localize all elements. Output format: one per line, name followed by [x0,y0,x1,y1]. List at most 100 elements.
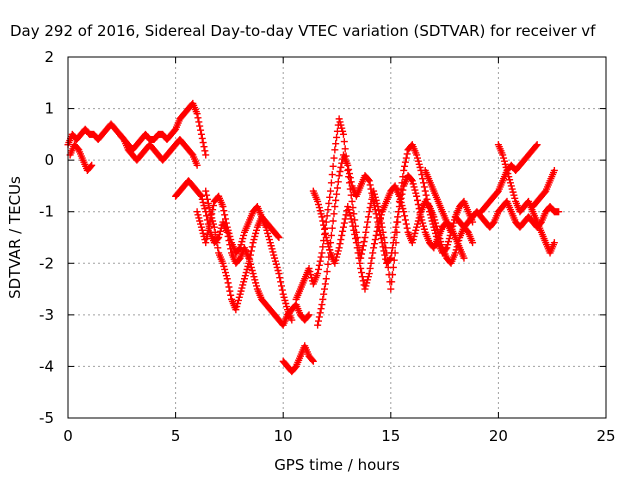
data-point-marker [202,187,210,195]
data-point-marker [550,239,558,247]
data-point-marker [266,239,274,247]
data-point-marker [354,249,362,257]
data-point-marker [411,186,419,194]
data-point-marker [451,249,459,257]
x-tick-label: 20 [489,427,508,445]
data-point-marker [432,222,440,230]
data-point-marker [221,211,229,219]
data-point-marker [533,141,541,149]
data-point-marker [247,247,255,255]
data-point-marker [234,296,242,304]
data-point-marker [208,214,216,222]
data-point-marker [361,234,369,241]
data-point-marker [317,253,325,261]
data-point-marker [198,134,206,142]
data-point-marker [205,222,213,230]
data-point-marker [415,160,423,168]
data-point-marker [511,194,519,202]
data-point-marker [316,207,324,215]
data-point-marker [205,204,213,212]
data-point-marker [339,227,347,235]
data-point-marker [333,250,341,258]
data-point-marker [198,226,206,234]
series-10 [309,182,477,293]
data-point-marker [222,219,230,227]
data-point-marker [235,245,243,253]
data-point-marker [422,191,430,199]
data-point-marker [344,203,352,211]
data-point-marker [506,176,514,184]
data-point-marker [244,262,252,270]
data-point-marker [333,184,341,192]
grid [68,57,606,418]
data-point-marker [333,253,341,261]
data-point-marker [209,220,217,228]
data-point-marker [416,211,424,219]
data-point-marker [272,260,280,268]
data-point-marker [338,231,346,239]
data-point-marker [435,231,443,239]
data-point-marker [246,255,254,263]
data-point-marker [336,118,344,126]
data-point-marker [341,145,349,153]
series-3 [116,130,201,169]
data-point-marker [209,202,217,210]
data-point-marker [193,161,201,169]
data-point-marker [283,303,291,311]
data-point-marker [349,204,357,212]
data-point-marker [450,219,458,227]
data-point-marker [219,203,227,211]
data-point-marker [421,187,429,195]
data-point-marker [419,175,427,183]
data-point-marker [335,244,343,252]
x-tick-label: 0 [63,427,73,445]
data-point-marker [372,231,380,239]
data-point-marker [276,274,284,282]
data-point-marker [306,268,314,276]
data-point-marker [444,238,452,246]
data-point-marker [216,227,224,235]
data-point-marker [346,212,354,220]
data-point-marker [273,263,281,271]
data-point-marker [253,282,261,290]
data-point-marker [204,199,212,207]
data-point-marker [236,290,244,298]
data-point-marker [236,244,244,252]
data-point-marker [502,163,510,171]
data-point-marker [330,154,338,162]
data-point-marker [337,121,345,129]
data-point-marker [368,254,376,262]
data-point-marker [345,206,353,214]
data-point-marker [327,179,335,187]
data-point-marker [499,151,507,159]
data-point-marker [200,202,208,210]
series-14 [529,166,558,211]
y-tick-label: 2 [44,48,54,66]
data-point-marker [361,285,369,293]
data-point-marker [403,224,411,232]
data-point-marker [201,205,209,213]
data-point-marker [237,241,245,249]
data-point-marker [399,205,407,213]
data-point-marker [339,223,347,231]
data-point-marker [348,218,356,226]
data-point-marker [358,269,366,277]
data-point-marker [352,235,360,243]
data-point-marker [305,311,313,319]
series-15 [421,166,468,262]
data-point-marker [500,154,508,162]
data-point-marker [194,114,202,122]
data-point-marker [408,239,416,247]
data-point-marker [277,278,285,286]
data-point-marker [321,285,329,293]
data-point-marker [507,182,515,190]
data-point-marker [315,261,323,269]
data-point-marker [196,122,204,130]
y-axis-label: SDTVAR / TECUs [6,176,24,299]
data-point-marker [317,210,325,218]
data-point-marker [240,275,248,283]
data-point-marker [378,239,386,247]
data-point-marker [413,154,421,162]
data-point-marker [319,243,327,251]
